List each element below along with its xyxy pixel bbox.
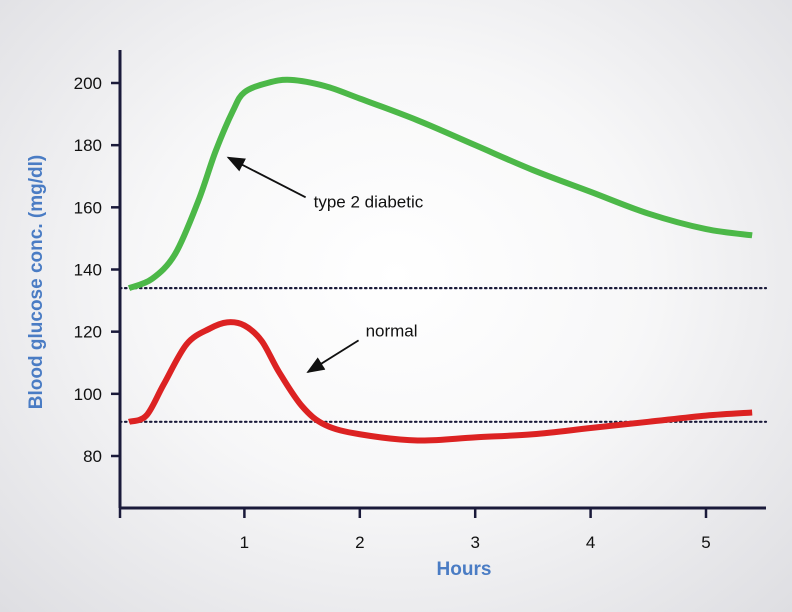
x-tick-label: 5 [701,533,710,552]
y-tick-label: 200 [74,74,102,93]
axes [111,50,766,518]
y-tick-label: 100 [74,385,102,404]
y-tick-label: 140 [74,261,102,280]
x-axis-title: Hours [437,559,492,580]
x-tick-label: 2 [355,533,364,552]
x-tick-label: 1 [240,533,249,552]
annotation-arrow-1 [226,156,307,199]
x-tick-label: 4 [586,533,595,552]
series-lines [127,76,753,444]
annotation-label-1: type 2 diabetic [314,192,424,211]
series-line-1 [127,76,753,291]
y-tick-label: 80 [83,447,102,466]
y-tick-label: 180 [74,136,102,155]
annotations: type 2 diabetic normal [226,156,424,374]
y-axis-title: Blood glucose conc. (mg/dl) [26,155,47,409]
y-tick-label: 120 [74,323,102,342]
x-tick-label: 3 [470,533,479,552]
series-line-2 [127,319,753,444]
reference-lines [118,287,768,423]
annotation-arrow-2 [306,339,360,374]
y-tick-label: 160 [74,198,102,217]
tick-labels: 80 100 120 140 160 180 200 1 2 3 4 5 [74,74,711,552]
annotation-label-2: normal [366,321,418,340]
